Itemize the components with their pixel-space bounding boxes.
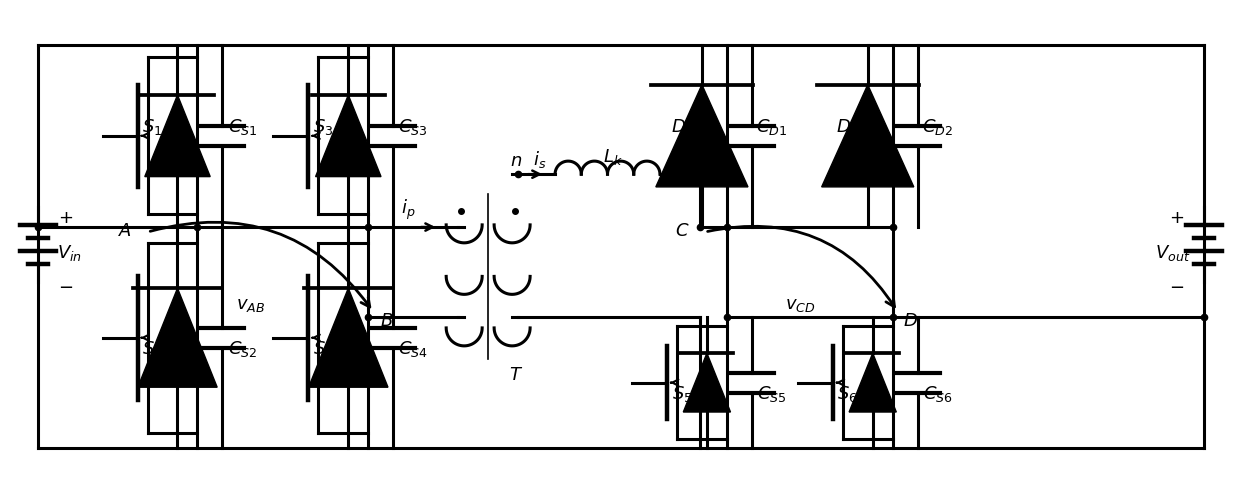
Polygon shape <box>309 288 388 387</box>
Text: $i_p$: $i_p$ <box>401 197 415 222</box>
Text: $A$: $A$ <box>118 222 131 240</box>
Polygon shape <box>655 86 748 187</box>
Text: $v_{CD}$: $v_{CD}$ <box>784 295 815 313</box>
Text: $C_{D2}$: $C_{D2}$ <box>922 117 953 136</box>
Polygon shape <box>145 96 211 177</box>
Text: $i_s$: $i_s$ <box>534 149 546 169</box>
Text: $S_5$: $S_5$ <box>672 383 693 403</box>
Polygon shape <box>849 353 896 412</box>
Text: $C_{S5}$: $C_{S5}$ <box>757 383 787 403</box>
Text: $S_4$: $S_4$ <box>313 338 333 358</box>
Text: $C_{S6}$: $C_{S6}$ <box>923 383 953 403</box>
Text: $T$: $T$ <box>509 365 523 383</box>
Text: $C_{S2}$: $C_{S2}$ <box>228 338 256 358</box>
Text: $C_{S3}$: $C_{S3}$ <box>399 117 427 136</box>
Text: $S_3$: $S_3$ <box>313 117 333 136</box>
Polygon shape <box>138 288 217 387</box>
Text: $v_{AB}$: $v_{AB}$ <box>235 295 265 313</box>
Text: $V_{in}$: $V_{in}$ <box>57 242 82 262</box>
Text: $V_{out}$: $V_{out}$ <box>1155 242 1189 262</box>
Text: $D$: $D$ <box>903 311 918 329</box>
Polygon shape <box>684 353 731 412</box>
Text: $-$: $-$ <box>1168 276 1184 294</box>
Text: $L_k$: $L_k$ <box>602 147 622 167</box>
Text: $S_6$: $S_6$ <box>838 383 859 403</box>
Text: $C_{S1}$: $C_{S1}$ <box>228 117 258 136</box>
Text: $D_1$: $D_1$ <box>670 117 694 136</box>
Text: $S_1$: $S_1$ <box>142 117 162 136</box>
Text: $n$: $n$ <box>510 152 522 170</box>
Text: $C$: $C$ <box>675 222 689 240</box>
Text: $+$: $+$ <box>1168 209 1184 227</box>
Text: $-$: $-$ <box>58 276 73 294</box>
Text: $C_{S4}$: $C_{S4}$ <box>398 338 429 358</box>
Polygon shape <box>821 86 914 187</box>
Text: $D_2$: $D_2$ <box>836 117 859 136</box>
Polygon shape <box>316 96 382 177</box>
Text: $S_2$: $S_2$ <box>142 338 162 358</box>
Text: $+$: $+$ <box>58 209 73 227</box>
Text: $C_{D1}$: $C_{D1}$ <box>756 117 788 136</box>
Text: $B$: $B$ <box>379 311 393 329</box>
